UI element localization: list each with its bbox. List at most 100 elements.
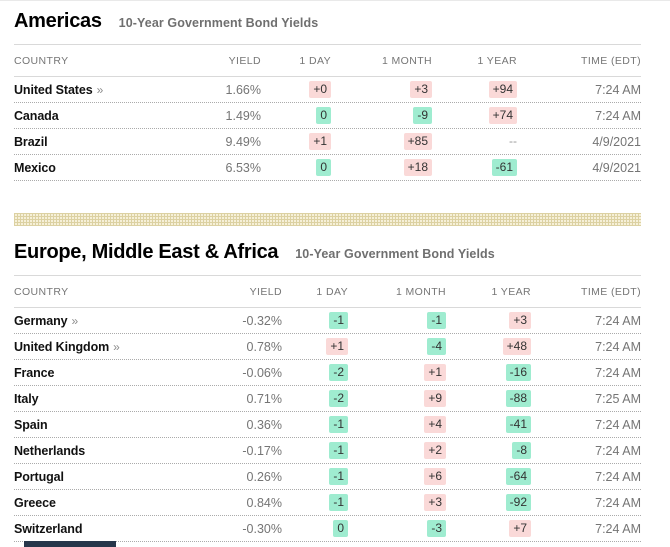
column-header-1year: 1 YEAR: [477, 54, 517, 67]
change-badge: -2: [329, 364, 348, 381]
change-year: -8: [446, 442, 531, 459]
change-badge: -9: [413, 107, 432, 124]
change-badge: +18: [403, 159, 432, 176]
country-link[interactable]: United Kingdom »: [14, 340, 182, 354]
change-day: -2: [282, 364, 348, 381]
change-month: +9: [348, 390, 446, 407]
table-row[interactable]: United Kingdom » 0.78% +1 -4 +48 7:24 AM: [14, 334, 641, 360]
table-header-row: COUNTRY YIELD 1 DAY 1 MONTH 1 YEAR TIME …: [14, 276, 641, 308]
table-row[interactable]: Switzerland -0.30% 0 -3 +7 7:24 AM: [14, 516, 641, 542]
column-header-1month: 1 MONTH: [381, 54, 432, 67]
change-badge: -1: [329, 468, 348, 485]
column-header-country: COUNTRY: [14, 285, 69, 298]
section-subtitle: 10-Year Government Bond Yields: [295, 247, 495, 261]
table-row[interactable]: Portugal 0.26% -1 +6 -64 7:24 AM: [14, 464, 641, 490]
change-month: +3: [331, 81, 432, 98]
change-year: -41: [446, 416, 531, 433]
country-label: France: [14, 365, 55, 380]
yield-value: 6.53%: [225, 160, 261, 175]
change-day: -1: [282, 494, 348, 511]
table-row[interactable]: Spain 0.36% -1 +4 -41 7:24 AM: [14, 412, 641, 438]
change-badge: +74: [488, 107, 517, 124]
country-link[interactable]: Brazil: [14, 135, 166, 149]
country-link[interactable]: Spain: [14, 418, 182, 432]
column-header-time: TIME (EDT): [581, 285, 641, 298]
change-month: +3: [348, 494, 446, 511]
time-value: 7:24 AM: [595, 313, 641, 328]
change-badge: -1: [329, 494, 348, 511]
change-badge: -16: [505, 364, 531, 381]
change-badge: +0: [309, 81, 331, 98]
column-header-1month: 1 MONTH: [395, 285, 446, 298]
change-badge: -41: [505, 416, 531, 433]
table-row[interactable]: Mexico 6.53% 0 +18 -61 4/9/2021: [14, 155, 641, 181]
yield-value: -0.06%: [242, 365, 282, 380]
country-label: Portugal: [14, 469, 64, 484]
yield-value: 0.26%: [246, 469, 282, 484]
change-day: -1: [282, 468, 348, 485]
country-label: Italy: [14, 391, 39, 406]
time-value: 7:24 AM: [595, 339, 641, 354]
change-badge: -8: [512, 442, 531, 459]
yield-value: 0.36%: [246, 417, 282, 432]
change-badge: +94: [488, 81, 517, 98]
table-row[interactable]: United States » 1.66% +0 +3 +94 7:24 AM: [14, 77, 641, 103]
table-header-row: COUNTRY YIELD 1 DAY 1 MONTH 1 YEAR TIME …: [14, 45, 641, 77]
country-link-chevron-icon: »: [71, 313, 79, 328]
yield-value: 0.84%: [246, 495, 282, 510]
yield-value: 0.78%: [246, 339, 282, 354]
change-year: +74: [432, 107, 517, 124]
section-header: Americas 10-Year Government Bond Yields: [14, 1, 641, 45]
country-link[interactable]: Greece: [14, 496, 182, 510]
table-row[interactable]: Canada 1.49% 0 -9 +74 7:24 AM: [14, 103, 641, 129]
time-value: 4/9/2021: [592, 134, 641, 149]
country-link[interactable]: France: [14, 366, 182, 380]
change-year: +7: [446, 520, 531, 537]
country-label: Spain: [14, 417, 48, 432]
time-value: 7:24 AM: [595, 417, 641, 432]
change-day: +1: [261, 133, 331, 150]
country-label: Mexico: [14, 160, 56, 175]
change-day: -2: [282, 390, 348, 407]
yield-value: 9.49%: [225, 134, 261, 149]
change-badge: -92: [505, 494, 531, 511]
change-badge: -1: [329, 442, 348, 459]
change-day: +1: [282, 338, 348, 355]
country-link-chevron-icon: »: [113, 339, 120, 354]
country-link[interactable]: Canada: [14, 109, 166, 123]
country-link[interactable]: Italy: [14, 392, 182, 406]
change-year: -92: [446, 494, 531, 511]
table-row[interactable]: Netherlands -0.17% -1 +2 -8 7:24 AM: [14, 438, 641, 464]
change-month: +6: [348, 468, 446, 485]
country-link[interactable]: Portugal: [14, 470, 182, 484]
time-value: 7:24 AM: [595, 82, 641, 97]
country-label: United Kingdom: [14, 339, 110, 354]
country-link[interactable]: Mexico: [14, 161, 166, 175]
change-year: -61: [432, 159, 517, 176]
change-year: +3: [446, 312, 531, 329]
column-header-1day: 1 DAY: [316, 285, 348, 298]
country-label: Germany: [14, 313, 68, 328]
column-header-1year: 1 YEAR: [491, 285, 531, 298]
table-row[interactable]: Italy 0.71% -2 +9 -88 7:25 AM: [14, 386, 641, 412]
change-badge: +3: [509, 312, 531, 329]
change-badge: -4: [427, 338, 446, 355]
table-row[interactable]: France -0.06% -2 +1 -16 7:24 AM: [14, 360, 641, 386]
yield-value: -0.32%: [242, 313, 282, 328]
clipped-next-section-element: [24, 541, 116, 547]
country-link[interactable]: United States »: [14, 83, 166, 97]
change-month: +85: [331, 133, 432, 150]
country-link[interactable]: Netherlands: [14, 444, 182, 458]
table-row[interactable]: Greece 0.84% -1 +3 -92 7:24 AM: [14, 490, 641, 516]
yield-value: 0.71%: [246, 391, 282, 406]
country-link[interactable]: Germany »: [14, 314, 182, 328]
change-month: -1: [348, 312, 446, 329]
table-row[interactable]: Germany » -0.32% -1 -1 +3 7:24 AM: [14, 308, 641, 334]
yield-value: -0.30%: [242, 521, 282, 536]
country-link[interactable]: Switzerland: [14, 522, 182, 536]
table-row[interactable]: Brazil 9.49% +1 +85 -- 4/9/2021: [14, 129, 641, 155]
change-badge: +9: [424, 390, 446, 407]
section-title: Americas: [14, 10, 102, 32]
change-month: -4: [348, 338, 446, 355]
change-badge: -1: [427, 312, 446, 329]
